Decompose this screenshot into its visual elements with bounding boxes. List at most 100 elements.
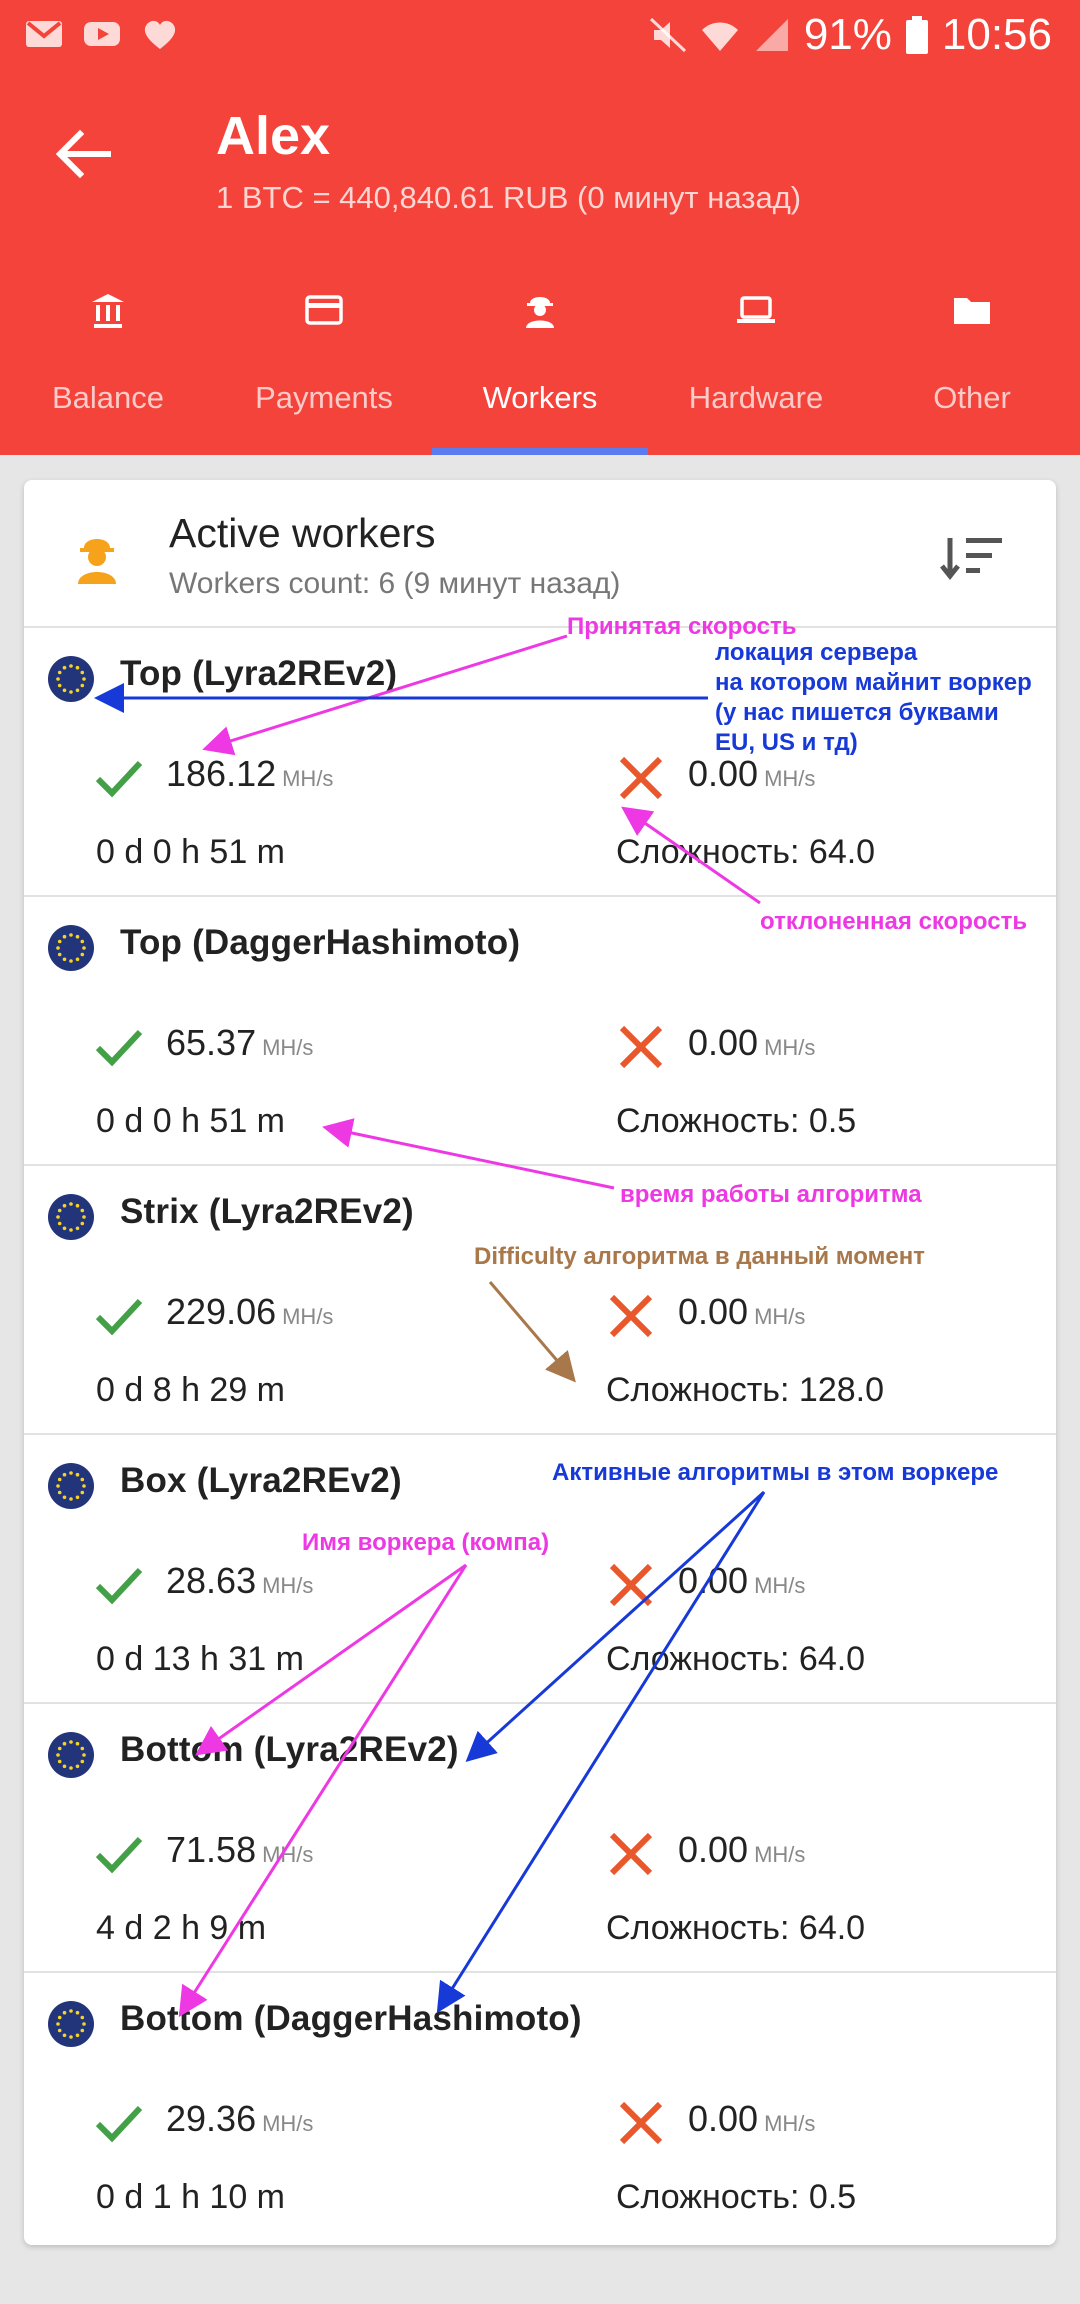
rejected-speed: 0.00 MH/s	[606, 1829, 805, 1879]
worker-uptime: 4 d 2 h 9 m	[96, 1909, 267, 1947]
accepted-speed: 186.12 MH/s	[94, 753, 333, 803]
card-icon	[305, 295, 343, 325]
worker-name: Box (Lyra2REv2)	[120, 1461, 402, 1500]
cross-icon	[619, 2101, 663, 2145]
wifi-icon	[701, 22, 738, 51]
tab-hardware[interactable]: Hardware	[648, 280, 864, 455]
accepted-value: 28.63	[166, 1560, 257, 1601]
speed-unit: MH/s	[754, 1573, 806, 1598]
eu-flag-icon	[48, 925, 94, 971]
active-workers-card: Active workers Workers count: 6 (9 минут…	[24, 480, 1056, 2245]
rejected-speed: 0.00 MH/s	[606, 1560, 805, 1610]
folder-icon	[954, 298, 990, 324]
annotation-location-2: на котором майнит воркер	[715, 669, 1032, 696]
worker-row[interactable]: Top (DaggerHashimoto) 65.37 MH/s 0.00 MH/s 0 …	[24, 897, 1056, 1166]
speed-unit: MH/s	[764, 2111, 816, 2136]
accepted-value: 65.37	[166, 1022, 257, 1063]
battery-icon	[905, 16, 928, 54]
cross-icon	[619, 1025, 663, 1069]
status-bar: 91% 10:56	[0, 0, 1080, 72]
speed-unit: MH/s	[262, 1573, 314, 1598]
check-icon	[95, 2105, 143, 2143]
worker-difficulty: Сложность: 64.0	[606, 1640, 866, 1678]
accepted-speed: 28.63 MH/s	[94, 1560, 313, 1610]
worker-uptime: 0 d 0 h 51 m	[96, 1102, 286, 1140]
accepted-speed: 65.37 MH/s	[94, 1022, 313, 1072]
tab-other[interactable]: Other	[864, 280, 1080, 455]
annotation-active-algos: Активные алгоритмы в этом воркере	[552, 1459, 999, 1486]
rejected-speed: 0.00 MH/s	[616, 1022, 815, 1072]
rejected-speed: 0.00 MH/s	[616, 753, 815, 803]
app-header: 91% 10:56 Alex 1 BTC = 440,840.61 RUB (0…	[0, 0, 1080, 455]
speed-unit: MH/s	[262, 1035, 314, 1060]
cross-icon	[609, 1832, 653, 1876]
cross-icon	[609, 1294, 653, 1338]
card-header: Active workers Workers count: 6 (9 минут…	[24, 480, 1056, 628]
page-title: Alex	[216, 106, 331, 166]
worker-difficulty: Сложность: 64.0	[606, 1909, 866, 1947]
worker-row[interactable]: Bottom (DaggerHashimoto) 29.36 MH/s 0.00 MH/…	[24, 1973, 1056, 2242]
worker-icon	[526, 297, 554, 328]
cross-icon	[619, 756, 663, 800]
tab-workers[interactable]: Workers	[432, 280, 648, 455]
tab-bar: Balance Payments Workers Hardware Other	[0, 280, 1080, 455]
eu-flag-icon	[48, 1463, 94, 1509]
worker-difficulty: Сложность: 0.5	[616, 2178, 857, 2216]
worker-row[interactable]: Strix (Lyra2REv2) 229.06 MH/s 0.00 MH/s 0 d 8…	[24, 1166, 1056, 1435]
btc-rate: 1 BTC = 440,840.61 RUB (0 минут назад)	[216, 180, 802, 215]
worker-name: Top (DaggerHashimoto)	[120, 923, 521, 962]
cross-icon	[609, 1563, 653, 1607]
accepted-speed: 229.06 MH/s	[94, 1291, 333, 1341]
check-icon	[95, 1836, 143, 1874]
rejected-speed: 0.00 MH/s	[616, 2098, 815, 2148]
rejected-value: 0.00	[678, 1291, 749, 1332]
speed-unit: MH/s	[262, 1842, 314, 1867]
rejected-value: 0.00	[688, 2098, 759, 2139]
worker-name: Bottom (Lyra2REv2)	[120, 1730, 459, 1769]
worker-name: Top (Lyra2REv2)	[120, 654, 398, 693]
rejected-speed: 0.00 MH/s	[606, 1291, 805, 1341]
eu-flag-icon	[48, 2001, 94, 2047]
eu-flag-icon	[48, 656, 94, 702]
annotation-location-1: локация сервера	[715, 639, 918, 666]
worker-uptime: 0 d 1 h 10 m	[96, 2178, 286, 2216]
check-icon	[95, 1567, 143, 1605]
rejected-value: 0.00	[678, 1560, 749, 1601]
laptop-icon	[737, 296, 775, 323]
speed-unit: MH/s	[764, 766, 816, 791]
check-icon	[95, 1298, 143, 1336]
rejected-value: 0.00	[688, 1022, 759, 1063]
speed-unit: MH/s	[262, 2111, 314, 2136]
rejected-value: 0.00	[688, 753, 759, 794]
back-arrow-icon[interactable]	[48, 118, 120, 190]
speed-unit: MH/s	[282, 1304, 334, 1329]
worker-row[interactable]: Bottom (Lyra2REv2) 71.58 MH/s 0.00 MH/s 4 d 2…	[24, 1704, 1056, 1973]
worker-name: Strix (Lyra2REv2)	[120, 1192, 414, 1231]
annotation-location-3: (у нас пишется буквами	[715, 699, 999, 726]
annotation-location-4: EU, US и тд)	[715, 729, 858, 756]
eu-flag-icon	[48, 1194, 94, 1240]
workers-count: Workers count: 6 (9 минут назад)	[169, 567, 621, 600]
worker-uptime: 0 d 8 h 29 m	[96, 1371, 286, 1409]
tab-payments[interactable]: Payments	[216, 280, 432, 455]
worker-helmet-icon	[78, 539, 116, 584]
battery-percent: 91%	[803, 10, 892, 59]
tab-balance[interactable]: Balance	[0, 280, 216, 455]
speed-unit: MH/s	[754, 1842, 806, 1867]
accepted-value: 29.36	[166, 2098, 257, 2139]
accepted-value: 186.12	[166, 753, 277, 794]
speed-unit: MH/s	[764, 1035, 816, 1060]
worker-difficulty: Сложность: 0.5	[616, 1102, 857, 1140]
worker-difficulty: Сложность: 64.0	[616, 833, 876, 871]
worker-uptime: 0 d 0 h 51 m	[96, 833, 286, 871]
eu-flag-icon	[48, 1732, 94, 1778]
mute-icon	[649, 17, 686, 53]
annotation-worker-name: Имя воркера (компа)	[302, 1529, 550, 1556]
bank-icon	[92, 294, 124, 328]
annotation-accepted-speed: Принятая скорость	[567, 613, 797, 640]
sort-icon[interactable]	[940, 532, 1006, 582]
accepted-speed: 71.58 MH/s	[94, 1829, 313, 1879]
check-icon	[95, 760, 143, 798]
signal-icon	[755, 19, 788, 51]
annotation-uptime: время работы алгоритма	[620, 1181, 922, 1208]
